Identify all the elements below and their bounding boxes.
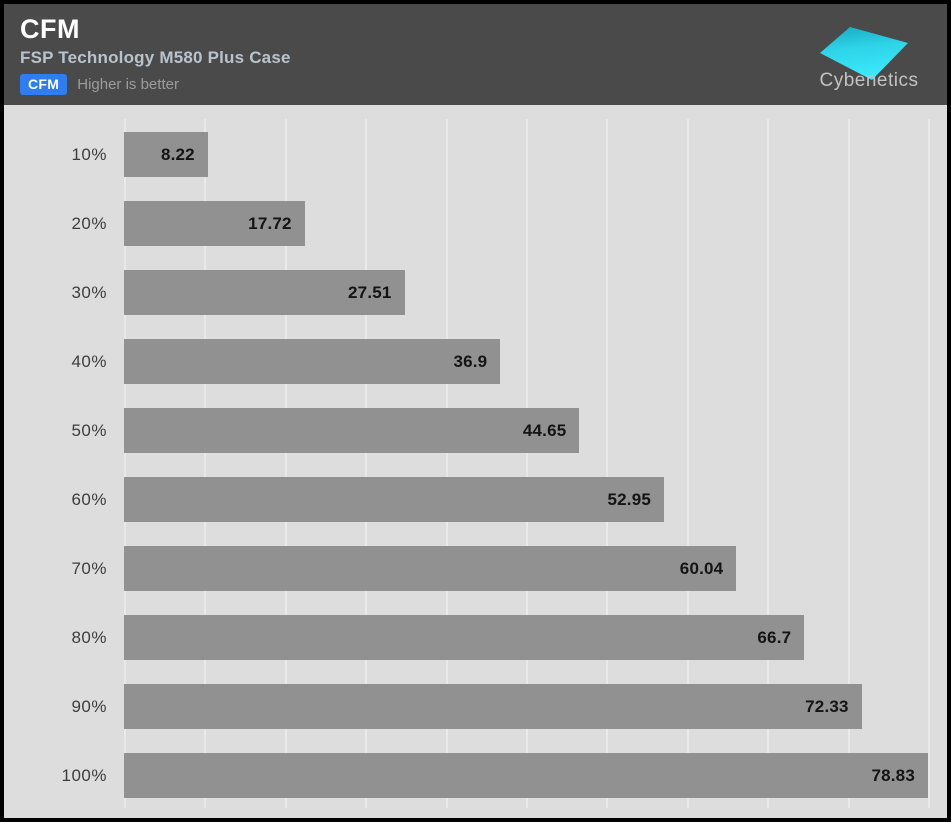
bar: 27.51 xyxy=(124,270,405,315)
bar-row: 70% 60.04 xyxy=(4,534,947,603)
bar: 36.9 xyxy=(124,339,501,384)
bar-row: 40% 36.9 xyxy=(4,327,947,396)
value-label: 66.7 xyxy=(757,627,792,647)
bar-row: 80% 66.7 xyxy=(4,603,947,672)
header-text-block: CFM FSP Technology M580 Plus Case CFM Hi… xyxy=(20,14,291,105)
chart-subtitle: FSP Technology M580 Plus Case xyxy=(20,48,291,68)
category-label: 60% xyxy=(71,489,107,509)
value-label: 17.72 xyxy=(248,213,292,233)
cybenetics-logo: Cybenetics xyxy=(805,14,933,102)
bar: 52.95 xyxy=(124,477,665,522)
value-label: 8.22 xyxy=(160,144,195,164)
legend-series-badge: CFM xyxy=(20,74,68,96)
bar-row: 60% 52.95 xyxy=(4,465,947,534)
bar: 78.83 xyxy=(124,753,928,798)
value-label: 44.65 xyxy=(522,420,567,440)
value-label: 36.9 xyxy=(453,351,488,371)
category-label: 30% xyxy=(71,282,107,302)
legend: CFM Higher is better xyxy=(20,74,291,96)
category-label: 80% xyxy=(71,627,107,647)
category-label: 100% xyxy=(61,765,107,785)
chart-plot-area: 10% 8.22 20% 17.72 30% 27.51 40% 36.9 50% 44.65 60… xyxy=(4,105,947,818)
bar-row: 50% 44.65 xyxy=(4,396,947,465)
category-label: 50% xyxy=(71,420,107,440)
value-label: 72.33 xyxy=(805,696,849,716)
value-label: 78.83 xyxy=(871,765,915,785)
category-label: 90% xyxy=(71,696,107,716)
bar: 17.72 xyxy=(124,201,305,246)
bar-row: 100% 78.83 xyxy=(4,741,947,810)
bar-row: 90% 72.33 xyxy=(4,672,947,741)
bar: 72.33 xyxy=(124,684,862,729)
bar-row: 10% 8.22 xyxy=(4,120,947,189)
value-label: 27.51 xyxy=(348,282,392,302)
value-label: 52.95 xyxy=(607,489,652,509)
category-label: 20% xyxy=(71,213,107,233)
category-label: 70% xyxy=(71,558,107,578)
logo-text: Cybenetics xyxy=(819,70,919,91)
chart-header: CFM FSP Technology M580 Plus Case CFM Hi… xyxy=(4,4,947,105)
bar-row: 30% 27.51 xyxy=(4,258,947,327)
bar: 8.22 xyxy=(124,132,208,177)
value-label: 60.04 xyxy=(679,558,724,578)
bar: 66.7 xyxy=(124,615,805,660)
cybenetics-logo-icon xyxy=(820,27,908,80)
bar: 44.65 xyxy=(124,408,580,453)
bar-row: 20% 17.72 xyxy=(4,189,947,258)
legend-note: Higher is better xyxy=(77,76,179,94)
category-label: 40% xyxy=(71,351,107,371)
category-label: 10% xyxy=(71,144,107,164)
page-title: CFM xyxy=(20,14,80,44)
bar: 60.04 xyxy=(124,546,737,591)
bar-rows: 10% 8.22 20% 17.72 30% 27.51 40% 36.9 50% 44.65 60… xyxy=(4,120,947,810)
